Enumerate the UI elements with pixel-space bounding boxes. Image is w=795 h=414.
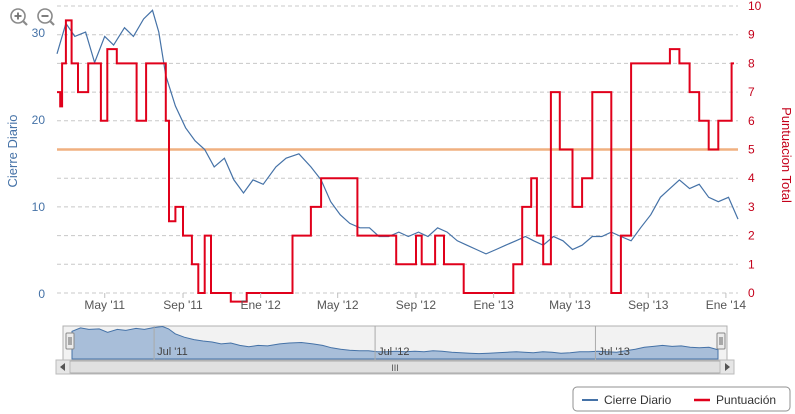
y-right-tick-label-1: 1 bbox=[748, 257, 755, 271]
scroll-right-button[interactable] bbox=[719, 359, 735, 375]
y-right-tick-label-7: 7 bbox=[748, 85, 755, 99]
navigator[interactable]: Jul '11 Jul '12 Jul '13 bbox=[62, 325, 728, 361]
arrow-left-icon bbox=[60, 363, 65, 371]
legend-item-cierre-diario[interactable]: Cierre Diario bbox=[582, 393, 672, 407]
y-right-tick-label-3: 3 bbox=[748, 200, 755, 214]
navigator-area bbox=[71, 325, 719, 360]
scrollbar[interactable]: III bbox=[55, 359, 735, 375]
y-left-tick-label-10: 10 bbox=[32, 200, 46, 214]
y-right-tick-label-4: 4 bbox=[748, 171, 755, 185]
navigator-ticks: Jul '11 Jul '12 Jul '13 bbox=[153, 326, 630, 360]
zoom-out-button[interactable] bbox=[37, 8, 55, 26]
legend-box bbox=[572, 386, 791, 412]
navigator-handle-right[interactable] bbox=[716, 332, 726, 350]
scroll-left-button[interactable] bbox=[55, 359, 71, 375]
y-right-tick-label-6: 6 bbox=[748, 114, 755, 128]
y-axis-left: 0 10 20 30 bbox=[32, 26, 46, 301]
navigator-tick-label-0: Jul '11 bbox=[157, 346, 188, 358]
y-right-tick-label-10: 10 bbox=[748, 0, 762, 13]
scrollbar-grip: III bbox=[391, 363, 399, 373]
x-tick-label-1: Sep '11 bbox=[163, 298, 203, 312]
y-right-tick-label-5: 5 bbox=[748, 143, 755, 157]
y-axis-right-title: Puntuacion Total bbox=[779, 107, 794, 203]
navigator-handle-left[interactable] bbox=[65, 332, 75, 350]
series-cierre-diario bbox=[56, 9, 739, 255]
y-axis-right: 0 1 2 3 4 5 6 7 8 9 10 bbox=[748, 0, 762, 300]
x-tick-label-2: Ene '12 bbox=[240, 298, 281, 312]
navigator-tick-label-2: Jul '13 bbox=[598, 346, 629, 358]
legend: Cierre Diario Puntuación bbox=[572, 386, 791, 412]
legend-item-puntuacion[interactable]: Puntuación bbox=[694, 393, 776, 407]
x-tick-label-5: Ene '13 bbox=[473, 298, 514, 312]
series-puntuacion bbox=[57, 19, 734, 303]
x-tick-label-7: Sep '13 bbox=[628, 298, 669, 312]
arrow-right-icon bbox=[725, 363, 730, 371]
x-tick-label-6: May '13 bbox=[549, 298, 591, 312]
legend-label-puntuacion: Puntuación bbox=[716, 393, 776, 407]
legend-label-cierre-diario: Cierre Diario bbox=[604, 393, 672, 407]
navigator-series bbox=[71, 325, 719, 360]
series-line-cierre-diario bbox=[56, 9, 739, 255]
y-right-tick-label-0: 0 bbox=[748, 286, 755, 300]
y-right-tick-label-2: 2 bbox=[748, 229, 755, 243]
x-tick-label-4: Sep '12 bbox=[396, 298, 437, 312]
x-tick-label-0: May '11 bbox=[84, 298, 125, 312]
y-left-tick-label-30: 30 bbox=[32, 26, 46, 40]
x-tick-label-3: May '12 bbox=[317, 298, 359, 312]
series-line-puntuacion bbox=[57, 19, 734, 303]
y-left-tick-label-20: 20 bbox=[32, 113, 46, 127]
y-left-tick-label-0: 0 bbox=[38, 287, 45, 301]
zoom-in-button[interactable] bbox=[10, 8, 28, 26]
navigator-tick-label-1: Jul '12 bbox=[378, 346, 409, 358]
y-right-tick-label-8: 8 bbox=[748, 56, 755, 70]
x-axis: May '11 Sep '11 Ene '12 May '12 Sep '12 Ene '… bbox=[84, 293, 746, 312]
x-tick-label-8: Ene '14 bbox=[706, 298, 747, 312]
y-axis-left-title: Cierre Diario bbox=[5, 115, 20, 188]
y-right-tick-label-9: 9 bbox=[748, 28, 755, 42]
